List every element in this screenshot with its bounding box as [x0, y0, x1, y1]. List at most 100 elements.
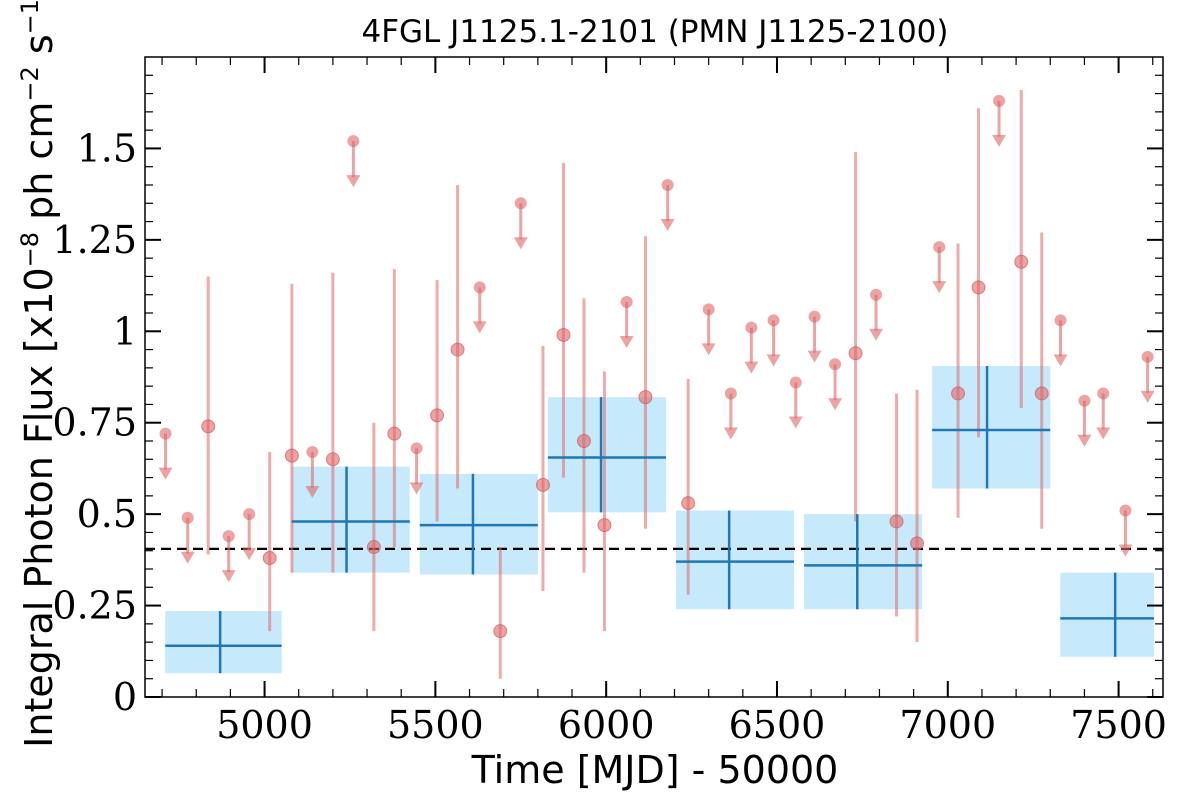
upper-limit-arrow [1140, 390, 1155, 403]
bin-uncertainty-box [932, 366, 1051, 489]
upper-limit-point [514, 197, 527, 210]
upper-limit-arrow [305, 485, 320, 498]
upper-limit-arrow [807, 350, 822, 363]
detection-point [1014, 254, 1029, 269]
upper-limit-point [306, 445, 319, 458]
y-tick-label: 0.25 [52, 584, 137, 628]
upper-limit-arrow [513, 237, 528, 250]
detection-point [535, 477, 550, 492]
x-tick-label: 5500 [387, 703, 484, 747]
upper-limit-arrow [158, 467, 173, 480]
upper-limit-arrow [828, 398, 843, 411]
x-tick-label: 5000 [216, 703, 313, 747]
y-tick-label: 0 [113, 675, 137, 719]
upper-limit-point [1054, 314, 1067, 327]
upper-limit-point [347, 135, 360, 148]
detection-point [889, 514, 904, 529]
detection-point [597, 518, 612, 533]
detection-point [450, 342, 465, 357]
upper-limit-point [993, 94, 1006, 107]
detection-point [848, 346, 863, 361]
detection-point [366, 540, 381, 555]
plot-frame [144, 56, 1164, 698]
upper-limit-arrow [660, 219, 675, 231]
upper-limit-arrow [869, 328, 884, 341]
upper-limit-arrow [701, 343, 716, 356]
upper-limit-arrow [723, 427, 738, 440]
detection-point [910, 536, 925, 551]
detection-point [681, 496, 696, 511]
bin-uncertainty-box [675, 510, 795, 610]
detection-point [493, 624, 508, 639]
upper-limit-point [1097, 387, 1110, 400]
upper-limit-arrow [932, 281, 947, 294]
y-tick-label: 0.5 [77, 492, 137, 536]
y-label-exp1: −8 [16, 232, 44, 267]
x-tick-label: 7000 [899, 703, 996, 747]
upper-limit-point [724, 387, 737, 400]
upper-limit-arrow [242, 548, 257, 561]
x-axis-label: Time [MJD] - 50000 [471, 748, 839, 792]
upper-limits-layer [158, 94, 1155, 583]
upper-limit-point [702, 303, 715, 316]
x-tick-label: 7500 [1070, 703, 1167, 747]
upper-limit-point [410, 442, 423, 455]
upper-limit-point [473, 281, 486, 294]
upper-limit-point [933, 241, 946, 254]
upper-limit-point [789, 376, 802, 389]
upper-limit-point [159, 427, 172, 440]
upper-limit-arrow [221, 570, 236, 583]
y-label-middle: ph cm [17, 102, 61, 232]
detection-point [387, 426, 402, 441]
detection-point [951, 386, 966, 401]
upper-limit-arrow [744, 361, 759, 374]
upper-limit-arrow [1077, 434, 1092, 447]
bin-marks-layer [165, 366, 1154, 674]
y-axis-label: Integral Photon Flux [x10−8 ph cm−2 s−1] [16, 0, 61, 748]
y-tick-label: 1.5 [77, 126, 137, 170]
upper-limit-point [1141, 350, 1154, 363]
upper-limit-arrow [1118, 544, 1133, 557]
upper-limit-point [808, 310, 821, 323]
bin-uncertainty-box [291, 466, 410, 573]
upper-limit-arrow [346, 175, 361, 188]
y-label-prefix: Integral Photon Flux [x10 [17, 267, 61, 748]
upper-limit-point [745, 321, 758, 334]
y-tick-label: 1.25 [52, 218, 137, 262]
upper-limit-point [243, 508, 256, 521]
upper-limit-point [620, 296, 633, 309]
detection-point [262, 551, 277, 566]
detection-point [971, 280, 986, 295]
y-tick-label: 1 [113, 309, 137, 353]
upper-limit-arrow [766, 354, 781, 367]
upper-limit-arrow [472, 321, 487, 334]
bin-uncertainty-box [804, 514, 923, 610]
detection-point [638, 390, 653, 405]
detection-point [576, 434, 591, 448]
detection-point [284, 448, 299, 463]
y-tick-labels: 0 0.25 0.5 0.75 1 1.25 1.5 [52, 126, 137, 719]
upper-limit-arrow [619, 336, 634, 349]
upper-limit-arrow [788, 416, 803, 429]
y-tick-label: 0.75 [52, 401, 137, 445]
bin-uncertainty-box [547, 397, 666, 513]
upper-limit-arrow [409, 482, 424, 495]
upper-limit-arrow [180, 551, 195, 564]
x-tick-label: 6500 [729, 703, 826, 747]
x-tick-label: 6000 [558, 703, 655, 747]
upper-limit-point [1119, 504, 1132, 517]
upper-limit-point [870, 288, 883, 301]
upper-limit-point [222, 530, 235, 543]
upper-limit-arrow [1096, 427, 1111, 440]
upper-limit-point [1078, 394, 1091, 407]
bin-uncertainty-box [1060, 572, 1154, 657]
detection-point [556, 327, 571, 342]
detection-point [201, 419, 216, 434]
upper-limit-point [829, 358, 842, 371]
bin-uncertainty-box [165, 611, 282, 674]
chart-title: 4FGL J1125.1-2101 (PMN J1125-2100) [361, 14, 948, 50]
upper-limit-arrow [992, 134, 1007, 147]
detection-point [1034, 386, 1049, 401]
axis-ticks [145, 57, 1163, 698]
